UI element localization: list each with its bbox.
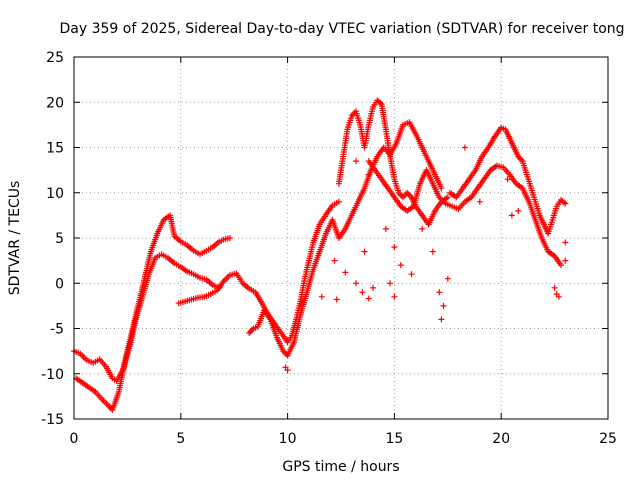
data-point xyxy=(461,144,468,151)
y-tick-label: -15 xyxy=(41,412,64,428)
data-point xyxy=(382,225,389,232)
data-point xyxy=(408,271,415,278)
data-point xyxy=(476,198,483,205)
data-point xyxy=(562,239,569,246)
data-point xyxy=(436,289,443,296)
y-tick-label: 15 xyxy=(46,141,64,157)
data-point xyxy=(438,316,445,323)
data-point xyxy=(331,257,338,264)
x-axis-label: GPS time / hours xyxy=(282,459,399,475)
plot-frame xyxy=(73,56,609,420)
y-tick-label: 10 xyxy=(46,186,64,202)
data-point xyxy=(387,280,394,287)
y-tick-label: 20 xyxy=(46,95,64,111)
x-tick-label: 5 xyxy=(176,431,185,447)
x-tick-label: 20 xyxy=(492,431,510,447)
x-tick-label: 15 xyxy=(385,431,403,447)
data-point xyxy=(562,200,569,207)
data-point xyxy=(562,257,569,264)
data-point xyxy=(444,275,451,282)
data-point-interp xyxy=(560,199,567,206)
data-point xyxy=(359,289,366,296)
y-tick-label: 25 xyxy=(46,50,64,66)
data-point xyxy=(508,212,515,219)
tick-labels: 0 5 10 15 20 25 -15 -10 -5 0 5 10 15 20 25 xyxy=(41,50,617,447)
data-point xyxy=(391,293,398,300)
data-point xyxy=(353,280,359,287)
data-point xyxy=(419,225,426,232)
data-point xyxy=(365,295,372,302)
data-point xyxy=(342,269,349,276)
data-point xyxy=(353,158,359,165)
data-point xyxy=(397,262,404,269)
data-point xyxy=(226,235,233,241)
data-points xyxy=(71,97,569,413)
data-point xyxy=(438,185,445,192)
x-tick-label: 0 xyxy=(70,431,79,447)
data-point xyxy=(335,198,342,205)
data-point xyxy=(555,293,562,300)
y-tick-label: 5 xyxy=(55,231,64,247)
data-point xyxy=(333,296,340,303)
data-point xyxy=(440,302,447,309)
data-point xyxy=(365,171,372,178)
data-point xyxy=(504,176,511,183)
data-point xyxy=(284,367,291,374)
data-point xyxy=(444,194,451,201)
x-tick-label: 25 xyxy=(599,431,617,447)
data-point xyxy=(515,207,522,214)
data-point xyxy=(361,248,368,255)
y-tick-label: -10 xyxy=(41,367,64,383)
y-tick-label: -5 xyxy=(50,322,64,338)
data-point xyxy=(318,293,325,300)
grid xyxy=(74,57,608,419)
x-tick-label: 10 xyxy=(279,431,297,447)
y-axis-label: SDTVAR / TECUs xyxy=(7,181,23,296)
y-tick-label: 0 xyxy=(55,276,64,292)
data-point xyxy=(391,244,398,251)
data-point xyxy=(429,248,436,255)
data-point xyxy=(551,284,558,291)
data-point xyxy=(558,262,564,269)
data-point xyxy=(370,284,376,291)
chart-title: Day 359 of 2025, Sidereal Day-to-day VTE… xyxy=(59,21,624,37)
